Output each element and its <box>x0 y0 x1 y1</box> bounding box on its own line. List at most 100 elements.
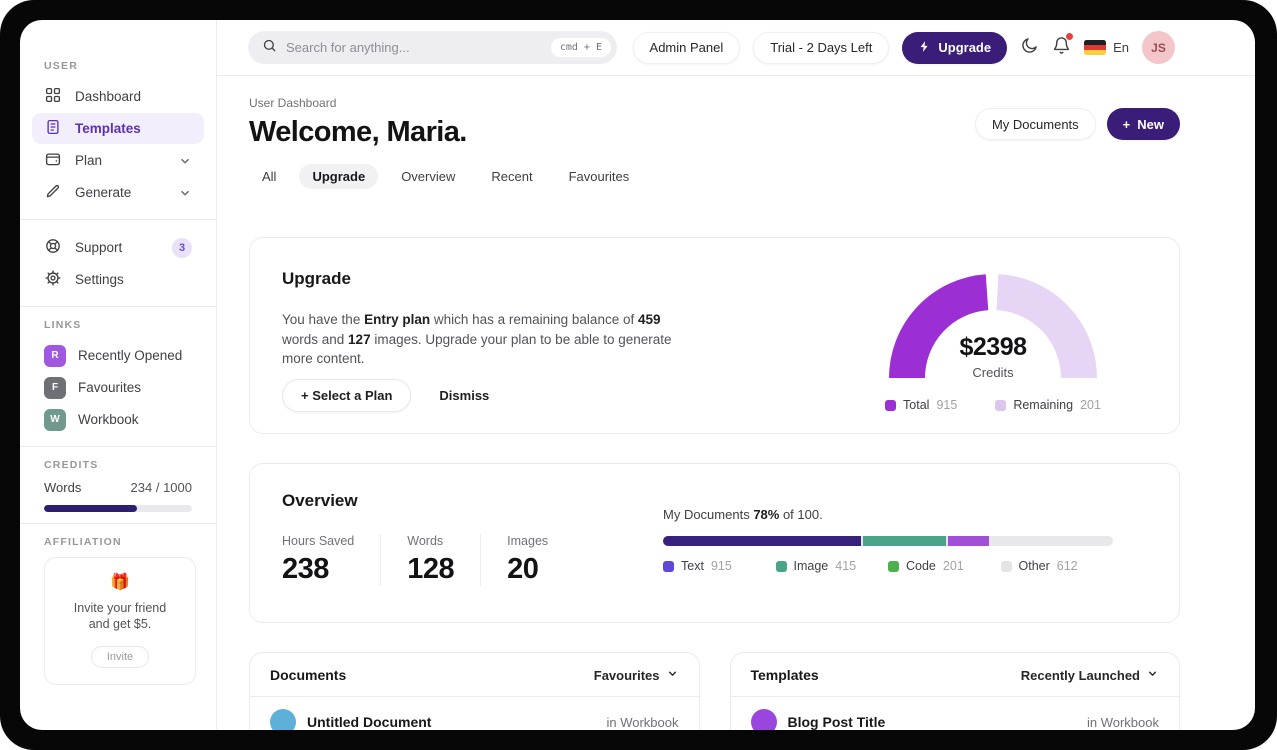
legend-swatch <box>663 560 674 572</box>
moon-icon <box>1020 36 1039 60</box>
upgrade-button-label: Upgrade <box>938 40 992 55</box>
legend-item-remaining: Remaining 201 <box>995 398 1101 412</box>
stat-hours-saved: Hours Saved 238 <box>282 534 380 586</box>
select-plan-button[interactable]: + Select a Plan <box>282 378 412 412</box>
gauge-caption: Credits <box>972 365 1014 380</box>
gauge-value: $2398 <box>959 333 1027 361</box>
legend-swatch <box>885 399 897 411</box>
documents-card-title: Documents <box>270 667 347 683</box>
documents-filter-dropdown[interactable]: Favourites <box>594 667 679 683</box>
documents-filter-label: Favourites <box>593 667 660 683</box>
gauge-arc-total <box>889 274 989 379</box>
stat-words: Words 128 <box>380 534 480 586</box>
sidebar-item-label: Recently Opened <box>78 348 183 363</box>
stat-value: 20 <box>507 553 539 585</box>
main-panel: User Dashboard Welcome, Maria. My Docume… <box>217 76 1255 730</box>
sidebar-section-affiliation: AFFILIATION <box>44 536 122 548</box>
template-avatar <box>750 709 777 730</box>
document-list-item[interactable]: Untitled Document in Workbook <box>250 697 699 730</box>
credits-gauge: $2398 Credits Total 915 <box>869 268 1117 412</box>
sidebar-item-settings[interactable]: Settings <box>32 264 204 295</box>
legend-label: Text <box>681 559 704 573</box>
sidebar-link-workbook[interactable]: W Workbook <box>32 404 204 435</box>
credits-row: Words 234 / 1000 <box>20 480 216 495</box>
stacked-progress-bar <box>663 536 1113 546</box>
upgrade-button[interactable]: Upgrade <box>902 31 1008 64</box>
dismiss-button[interactable]: Dismiss <box>439 387 490 403</box>
admin-panel-button[interactable]: Admin Panel <box>632 31 741 64</box>
affiliation-text-line2: and get $5. <box>88 617 152 632</box>
tab-overview[interactable]: Overview <box>401 168 456 184</box>
my-documents-button[interactable]: My Documents <box>974 108 1096 140</box>
page-title: Welcome, Maria. <box>249 116 467 148</box>
sidebar-item-label: Generate <box>75 185 132 200</box>
content-area: Search for anything... cmd + E Admin Pan… <box>217 20 1255 730</box>
tab-upgrade[interactable]: Upgrade <box>299 163 379 189</box>
sidebar-item-generate[interactable]: Generate <box>32 177 204 208</box>
german-flag-icon <box>1084 40 1107 55</box>
gauge-arc-remaining <box>995 274 1097 379</box>
link-initial-badge: F <box>44 376 66 399</box>
legend-item-image: Image 415 <box>775 559 889 573</box>
search-input[interactable]: Search for anything... cmd + E <box>248 31 617 64</box>
sidebar-link-favourites[interactable]: F Favourites <box>32 372 204 403</box>
gauge-chart: $2398 Credits <box>883 268 1103 380</box>
new-button-label: New <box>1137 116 1164 132</box>
progress-legend: Text 915 Image 415 Code 20 <box>663 559 1113 573</box>
search-placeholder: Search for anything... <box>286 40 410 55</box>
tab-favourites[interactable]: Favourites <box>568 168 630 184</box>
search-shortcut-badge: cmd + E <box>550 38 611 57</box>
language-selector[interactable]: En <box>1084 40 1129 55</box>
credits-progress-fill <box>44 505 138 512</box>
wallet-icon <box>44 150 62 171</box>
sidebar-item-label: Templates <box>75 121 141 136</box>
sidebar-item-label: Workbook <box>78 412 139 427</box>
sidebar-item-plan[interactable]: Plan <box>32 145 204 176</box>
tab-recent[interactable]: Recent <box>491 168 533 184</box>
gauge-center: $2398 Credits <box>883 333 1103 380</box>
stat-value: 238 <box>282 553 329 585</box>
sidebar-item-support[interactable]: Support 3 <box>32 232 204 263</box>
sidebar-link-recently-opened[interactable]: R Recently Opened <box>32 340 204 371</box>
document-avatar <box>270 709 296 730</box>
documents-card: Documents Favourites Untitled Document i… <box>249 652 700 730</box>
affiliation-card: 🎁 Invite your friend and get $5. Invite <box>44 557 196 685</box>
notifications-button[interactable] <box>1052 32 1074 60</box>
legend-label: Image <box>793 559 829 573</box>
topbar: Search for anything... cmd + E Admin Pan… <box>217 20 1255 76</box>
link-initial-badge: R <box>44 344 66 367</box>
upgrade-card: Upgrade You have the Entry plan which ha… <box>249 237 1180 434</box>
document-location: in Workbook <box>606 714 679 730</box>
sidebar-item-dashboard[interactable]: Dashboard <box>32 81 204 112</box>
chevron-down-icon <box>178 186 192 200</box>
overview-card-title: Overview <box>282 491 358 510</box>
sidebar-item-templates[interactable]: Templates <box>32 113 204 144</box>
legend-item-total: Total 915 <box>885 398 957 412</box>
stat-label: Images <box>507 534 549 548</box>
legend-item-text: Text 915 <box>663 559 776 573</box>
trial-status-button[interactable]: Trial - 2 Days Left <box>753 31 890 64</box>
sidebar: USER Dashboard Templates Plan Generate <box>20 20 217 730</box>
documents-progress: My Documents 78% of 100. Text 915 <box>663 506 1113 596</box>
sidebar-item-label: Favourites <box>78 380 142 395</box>
gift-icon: 🎁 <box>110 574 130 591</box>
user-avatar[interactable]: JS <box>1142 31 1175 64</box>
tab-all[interactable]: All <box>262 168 277 184</box>
stat-label: Hours Saved <box>282 534 355 548</box>
legend-label: Code <box>906 559 936 573</box>
gauge-legend: Total 915 Remaining 201 <box>869 398 1117 412</box>
legend-swatch <box>888 560 899 572</box>
progress-segment-image <box>863 536 947 546</box>
legend-item-other: Other 612 <box>1000 559 1114 573</box>
new-button[interactable]: + New <box>1106 108 1180 140</box>
progress-caption: My Documents 78% of 100. <box>663 507 823 522</box>
stat-value: 128 <box>407 553 455 585</box>
templates-filter-dropdown[interactable]: Recently Launched <box>1021 667 1159 683</box>
template-list-item[interactable]: Blog Post Title in Workbook <box>731 697 1180 730</box>
legend-value: 415 <box>835 559 857 573</box>
bottom-cards-row: Documents Favourites Untitled Document i… <box>249 652 1180 730</box>
invite-button[interactable]: Invite <box>90 645 150 668</box>
legend-item-code: Code 201 <box>888 559 1001 573</box>
dark-mode-toggle[interactable] <box>1020 36 1039 60</box>
chevron-down-icon <box>666 667 679 683</box>
